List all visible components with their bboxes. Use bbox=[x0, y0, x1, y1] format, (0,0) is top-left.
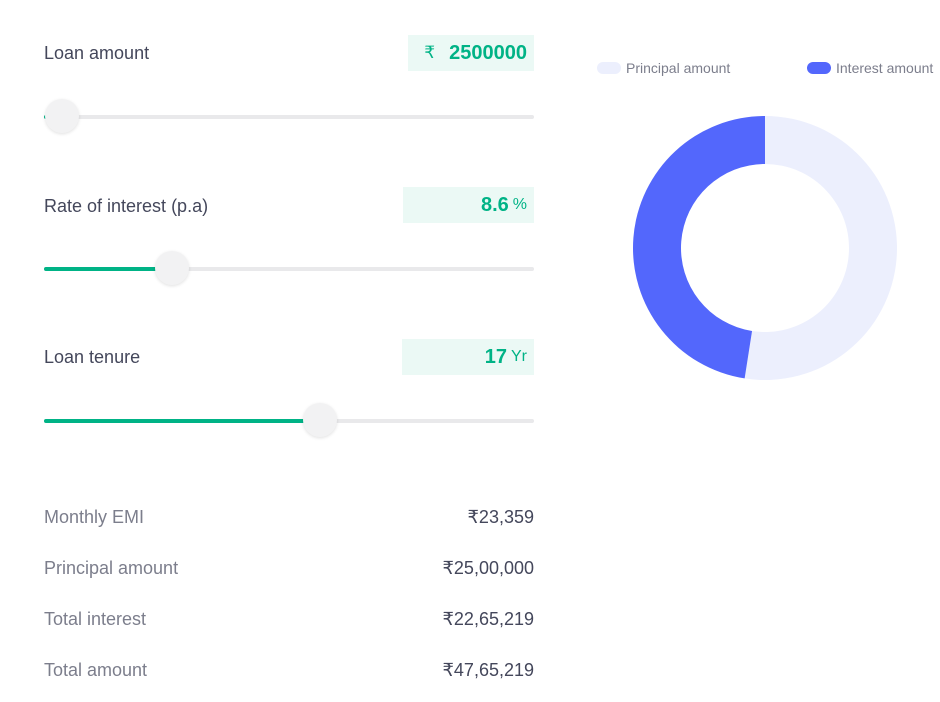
donut-slice-principal bbox=[744, 116, 897, 380]
legend-interest: Interest amount bbox=[807, 60, 933, 76]
summary-row: Principal amount ₹25,00,000 bbox=[44, 558, 534, 582]
rate-input[interactable]: 8.6 % bbox=[403, 187, 534, 223]
donut-slice-interest bbox=[632, 116, 765, 379]
rate-unit: % bbox=[512, 196, 527, 213]
summary-value: ₹22,65,219 bbox=[442, 609, 534, 629]
summary-label: Total interest bbox=[44, 609, 147, 629]
summary-row: Total interest ₹22,65,219 bbox=[44, 609, 534, 633]
legend-label: Interest amount bbox=[836, 60, 934, 76]
rupee-prefix: ₹ bbox=[424, 43, 436, 62]
summary-value: ₹47,65,219 bbox=[442, 660, 534, 680]
slider-thumb[interactable] bbox=[302, 403, 337, 437]
summary-label: Total amount bbox=[44, 660, 148, 680]
legend-label: Principal amount bbox=[626, 60, 731, 76]
rate-value: 8.6 bbox=[480, 193, 509, 216]
loan-amount-value: 2500000 bbox=[449, 41, 527, 64]
summary-row: Monthly EMI ₹23,359 bbox=[44, 507, 534, 531]
legend-principal: Principal amount bbox=[597, 60, 730, 76]
slider-fill bbox=[44, 419, 312, 423]
tenure-unit: Yr bbox=[511, 348, 527, 365]
tenure-slider[interactable] bbox=[44, 403, 534, 437]
summary-row: Total amount ₹47,65,219 bbox=[44, 660, 534, 684]
tenure-value: 17 bbox=[484, 345, 507, 368]
summary-label: Principal amount bbox=[44, 558, 179, 578]
slider-thumb[interactable] bbox=[154, 251, 189, 285]
summary-label: Monthly EMI bbox=[44, 507, 145, 527]
slider-fill bbox=[44, 267, 164, 271]
legend-swatch-interest bbox=[807, 62, 831, 74]
tenure-input[interactable]: 17 Yr bbox=[402, 339, 534, 375]
tenure-label: Loan tenure bbox=[44, 347, 141, 367]
loan-amount-label: Loan amount bbox=[44, 43, 150, 63]
loan-amount-input[interactable]: ₹ 2500000 bbox=[408, 35, 534, 71]
legend-swatch-principal bbox=[597, 62, 621, 74]
rate-slider[interactable] bbox=[44, 251, 534, 285]
loan-amount-slider[interactable] bbox=[44, 99, 534, 133]
summary-value: ₹23,359 bbox=[467, 507, 534, 527]
slider-thumb[interactable] bbox=[44, 99, 79, 133]
rate-label: Rate of interest (p.a) bbox=[44, 196, 209, 216]
summary-value: ₹25,00,000 bbox=[442, 558, 534, 578]
